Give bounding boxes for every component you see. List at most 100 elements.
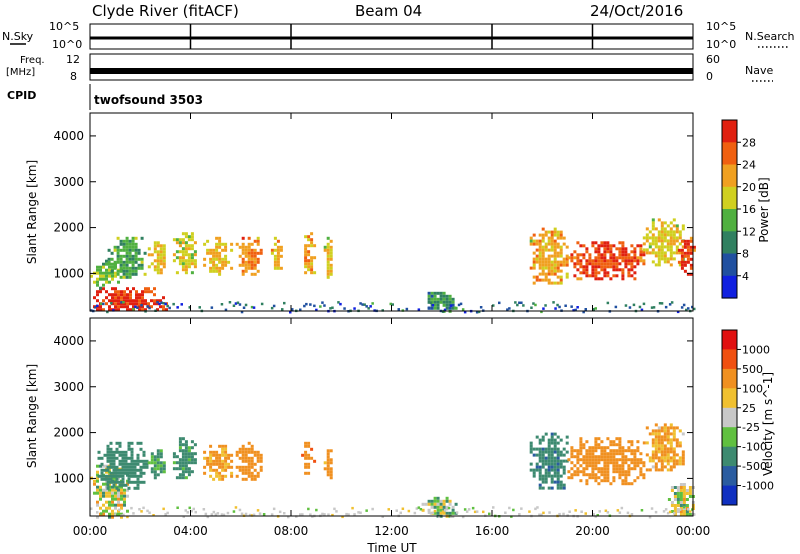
heatmap-cell [351, 506, 354, 510]
heatmap-cell [122, 266, 126, 270]
heatmap-cell [99, 271, 102, 275]
heatmap-cell [187, 238, 191, 242]
heatmap-cell [600, 241, 604, 245]
heatmap-cell [498, 301, 501, 305]
heatmap-cell [96, 293, 99, 297]
heatmap-cell [636, 262, 640, 266]
heatmap-cell [547, 278, 551, 282]
heatmap-cell [93, 482, 96, 486]
heatmap-cell [535, 260, 539, 264]
heatmap-cell [538, 471, 542, 475]
heatmap-cell [153, 247, 157, 251]
heatmap-cell [553, 441, 557, 445]
heatmap-cell [270, 251, 274, 255]
heatmap-cell [642, 253, 646, 257]
heatmap-cell [146, 509, 149, 513]
heatmap-cell [679, 489, 683, 492]
heatmap-cell [603, 455, 607, 459]
heatmap-cell [658, 302, 662, 305]
heatmap-cell [216, 512, 220, 515]
heatmap-cell [636, 476, 640, 480]
heatmap-cell [430, 291, 434, 295]
heatmap-cell [455, 511, 459, 514]
heatmap-cell [666, 459, 670, 463]
heatmap-cell [443, 308, 447, 312]
heatmap-cell [672, 257, 676, 261]
heatmap-cell [654, 438, 658, 442]
heatmap-cell [99, 305, 102, 309]
heatmap-cell [140, 257, 144, 261]
heatmap-cell [633, 250, 637, 254]
heatmap-cell [535, 248, 539, 252]
heatmap-cell [565, 441, 569, 445]
heatmap-cell [109, 456, 113, 460]
heatmap-cell [651, 453, 655, 457]
heatmap-cell [112, 468, 116, 472]
heatmap-cell [573, 473, 577, 477]
heatmap-cell [618, 467, 622, 471]
heatmap-cell [588, 262, 592, 266]
heatmap-cell [135, 293, 138, 297]
heatmap-cell [304, 265, 308, 269]
heatmap-cell [238, 263, 242, 267]
heatmap-cell [538, 239, 542, 243]
heatmap-cell [645, 251, 649, 255]
heatmap-cell [329, 272, 333, 276]
heatmap-cell [172, 302, 175, 306]
heatmap-cell [129, 293, 132, 297]
heatmap-cell [666, 462, 670, 466]
heatmap-cell [675, 462, 679, 466]
heatmap-cell [660, 456, 664, 460]
heatmap-cell [567, 458, 571, 462]
heatmap-cell [688, 495, 692, 498]
heatmap-cell [451, 511, 455, 515]
heatmap-cell [184, 271, 188, 275]
heatmap-cell [227, 260, 231, 264]
heatmap-cell [391, 303, 394, 306]
heatmap-cell [276, 260, 280, 264]
heatmap-cell [624, 470, 628, 474]
heatmap-cell [127, 480, 131, 484]
heatmap-cell [106, 468, 110, 472]
heatmap-cell [582, 467, 586, 471]
heatmap-cell [148, 306, 151, 310]
heatmap-cell [153, 467, 157, 471]
heatmap-cell [559, 248, 563, 252]
heatmap-cell [651, 438, 655, 442]
heatmap-cell [127, 456, 131, 460]
heatmap-cell [128, 248, 132, 252]
heatmap-cell [244, 269, 248, 273]
heatmap-cell [105, 506, 108, 510]
heatmap-cell [108, 299, 111, 303]
heatmap-cell [570, 446, 574, 450]
heatmap-cell [639, 473, 643, 477]
heatmap-cell [669, 257, 673, 261]
heatmap-cell [627, 482, 631, 486]
heatmap-cell [663, 456, 667, 460]
heatmap-cell [630, 256, 634, 260]
colorbar-tick-label: 28 [742, 136, 756, 149]
heatmap-cell [365, 305, 368, 308]
heatmap-cell [689, 248, 693, 252]
heatmap-cell [125, 245, 129, 249]
heatmap-cell [241, 459, 245, 463]
heatmap-cell [123, 293, 126, 297]
heatmap-cell [125, 275, 129, 279]
heatmap-cell [178, 458, 182, 462]
heatmap-cell [654, 435, 658, 439]
heatmap-cell [597, 437, 601, 441]
heatmap-cell [102, 283, 105, 287]
heatmap-cell [588, 473, 592, 477]
heatmap-cell [307, 253, 311, 257]
heatmap-cell [624, 455, 628, 459]
heatmap-cell [190, 253, 194, 257]
heatmap-cell [190, 232, 194, 236]
heatmap-cell [603, 271, 607, 275]
heatmap-cell [241, 453, 245, 457]
heatmap-cell [612, 476, 616, 480]
heatmap-cell [541, 227, 545, 231]
heatmap-cell [112, 456, 116, 460]
heatmap-cell [562, 459, 566, 463]
heatmap-cell [109, 453, 113, 457]
heatmap-cell [687, 307, 690, 310]
